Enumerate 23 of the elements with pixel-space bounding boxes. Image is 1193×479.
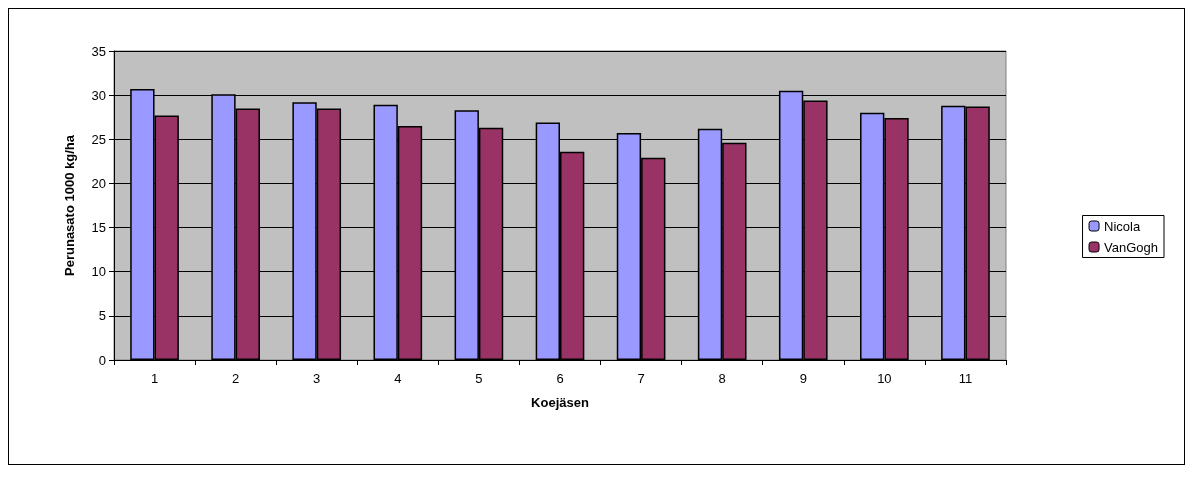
y-tick-label: 15 <box>91 220 106 236</box>
legend-label: Nicola <box>1104 218 1141 234</box>
y-tick-label: 20 <box>91 175 106 191</box>
y-tick-label: 35 <box>91 43 106 59</box>
y-tick-label: 0 <box>98 352 106 368</box>
x-tick-label: 9 <box>799 371 807 386</box>
x-tick-label: 3 <box>313 371 321 386</box>
y-tick-label: 30 <box>91 87 106 103</box>
y-tick-label: 25 <box>91 131 106 147</box>
y-tick-label: 10 <box>91 264 106 280</box>
legend-label: VanGogh <box>1104 239 1158 255</box>
x-tick-label: 2 <box>232 371 240 386</box>
y-tick-label: 5 <box>98 308 106 324</box>
x-tick-label: 1 <box>150 371 159 386</box>
x-axis-title: Koejäsen <box>531 395 589 410</box>
x-tick-label: 4 <box>394 371 402 386</box>
x-tick-label: 11 <box>958 371 973 386</box>
y-axis-title: Perunasato 1000 kg/ha <box>62 134 77 276</box>
x-tick-label: 7 <box>637 371 645 386</box>
x-tick-label: 6 <box>556 371 564 386</box>
x-tick-label: 8 <box>718 371 726 386</box>
x-tick-label: 10 <box>877 371 892 386</box>
x-tick-label: 5 <box>475 371 483 386</box>
